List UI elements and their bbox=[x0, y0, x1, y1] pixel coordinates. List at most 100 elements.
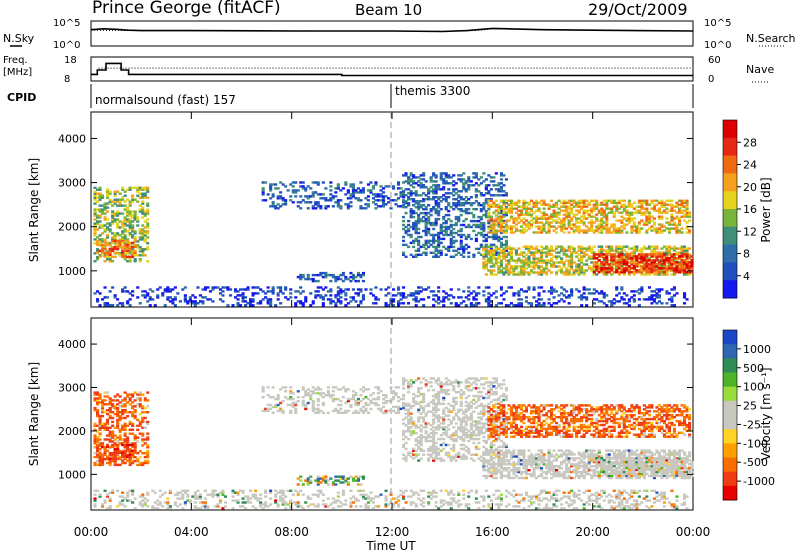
echo-cell bbox=[497, 225, 501, 228]
echo-cell bbox=[640, 227, 644, 230]
echo-cell bbox=[622, 292, 626, 295]
colorbar-tick-label: 8 bbox=[743, 248, 750, 261]
echo-cell bbox=[562, 271, 566, 274]
echo-cell bbox=[326, 205, 330, 208]
echo-cell bbox=[514, 259, 518, 262]
echo-cell bbox=[555, 257, 559, 260]
echo-cell bbox=[482, 267, 486, 270]
echo-cell bbox=[141, 230, 145, 233]
echo-cell bbox=[517, 273, 521, 276]
echo-cell bbox=[284, 495, 288, 498]
echo-cell bbox=[537, 265, 541, 268]
echo-cell bbox=[131, 214, 135, 217]
echo-cell bbox=[514, 505, 518, 508]
echo-cell bbox=[422, 200, 426, 203]
echo-cell bbox=[101, 414, 105, 418]
echo-cell bbox=[404, 489, 408, 492]
echo-cell bbox=[294, 503, 298, 506]
echo-cell bbox=[111, 405, 115, 408]
echo-cell bbox=[504, 265, 508, 268]
echo-cell bbox=[409, 172, 413, 175]
echo-cell bbox=[484, 209, 488, 213]
echo-cell bbox=[670, 219, 674, 222]
echo-cell bbox=[642, 265, 646, 268]
echo-cell bbox=[590, 207, 594, 210]
echo-cell bbox=[279, 195, 283, 198]
echo-cell bbox=[665, 257, 669, 260]
echo-cell bbox=[514, 229, 518, 232]
echo-cell bbox=[201, 501, 205, 504]
echo-cell bbox=[622, 209, 626, 212]
echo-cell bbox=[625, 213, 629, 216]
nave-label: Nave bbox=[746, 63, 774, 76]
echo-cell bbox=[118, 501, 122, 504]
echo-cell bbox=[522, 213, 526, 216]
echo-cell bbox=[459, 247, 463, 251]
echo-cell bbox=[203, 503, 207, 506]
echo-cell bbox=[607, 493, 611, 496]
echo-cell bbox=[557, 213, 561, 216]
echo-cell bbox=[98, 428, 102, 431]
echo-cell bbox=[349, 271, 353, 275]
echo-cell bbox=[419, 253, 423, 256]
echo-cell bbox=[672, 217, 676, 220]
echo-cell bbox=[424, 208, 428, 211]
echo-cell bbox=[419, 298, 423, 301]
echo-cell bbox=[452, 198, 456, 201]
echo-cell bbox=[414, 503, 418, 506]
echo-cell bbox=[193, 302, 197, 305]
echo-cell bbox=[519, 298, 523, 301]
echo-cell bbox=[540, 251, 544, 254]
echo-cell bbox=[627, 215, 631, 218]
echo-cell bbox=[467, 491, 471, 494]
echo-cell bbox=[409, 489, 413, 492]
echo-cell bbox=[123, 290, 127, 293]
echo-cell bbox=[146, 196, 150, 199]
echo-cell bbox=[652, 273, 656, 276]
echo-cell bbox=[444, 192, 448, 195]
echo-cell bbox=[412, 174, 416, 177]
echo-cell bbox=[550, 265, 554, 268]
echo-cell bbox=[249, 489, 253, 492]
echo-cell bbox=[414, 206, 418, 209]
echo-cell bbox=[434, 202, 438, 205]
echo-cell bbox=[479, 233, 483, 237]
echo-cell bbox=[439, 229, 443, 233]
echo-cell bbox=[610, 223, 614, 226]
echo-cell bbox=[432, 489, 436, 492]
echo-cell bbox=[683, 294, 687, 297]
echo-cell bbox=[472, 184, 476, 187]
echo-cell bbox=[259, 501, 263, 504]
echo-cell bbox=[592, 505, 596, 508]
echo-cell bbox=[414, 231, 418, 235]
echo-cell bbox=[617, 245, 621, 248]
echo-cell bbox=[427, 198, 431, 201]
echo-cell bbox=[607, 251, 611, 254]
echo-cell bbox=[612, 201, 616, 204]
echo-cell bbox=[336, 292, 340, 295]
echo-cell bbox=[111, 222, 115, 225]
echo-cell bbox=[254, 507, 258, 510]
echo-cell bbox=[359, 199, 363, 202]
echo-cell bbox=[535, 263, 539, 266]
echo-cell bbox=[106, 420, 110, 424]
echo-cell bbox=[376, 505, 380, 508]
echo-cell bbox=[665, 269, 669, 272]
echo-cell bbox=[241, 505, 245, 508]
echo-cell bbox=[472, 253, 476, 256]
echo-cell bbox=[570, 259, 574, 262]
echo-cell bbox=[409, 292, 413, 295]
echo-cell bbox=[382, 197, 386, 200]
echo-cell bbox=[437, 237, 441, 241]
echo-cell bbox=[632, 221, 636, 224]
echo-cell bbox=[620, 247, 624, 250]
echo-cell bbox=[632, 223, 636, 226]
echo-cell bbox=[442, 245, 446, 249]
echo-cell bbox=[667, 265, 671, 268]
echo-cell bbox=[560, 257, 564, 260]
echo-cell bbox=[590, 229, 594, 232]
echo-cell bbox=[545, 203, 549, 206]
echo-cell bbox=[622, 271, 626, 274]
echo-cell bbox=[351, 195, 355, 198]
echo-cell bbox=[530, 304, 534, 307]
